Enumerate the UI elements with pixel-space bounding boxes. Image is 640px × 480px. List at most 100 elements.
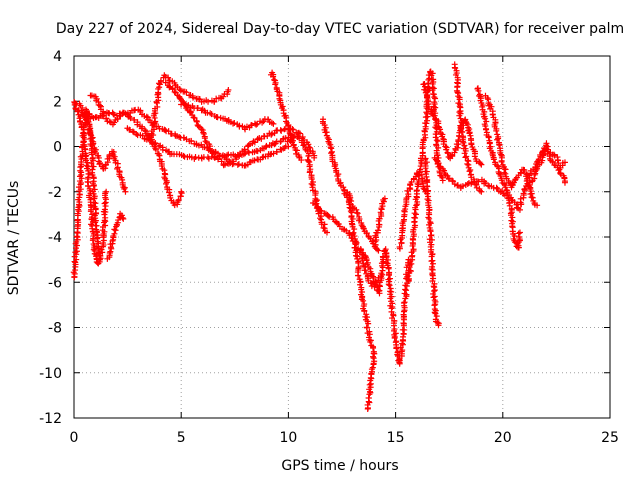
data-point (220, 162, 227, 169)
data-point (561, 159, 568, 166)
data-point (152, 146, 159, 153)
data-point (432, 134, 439, 141)
data-point (167, 194, 174, 201)
data-point (357, 281, 364, 288)
data-point (498, 151, 505, 158)
data-point (506, 191, 513, 198)
data-point (374, 227, 381, 234)
data-point (432, 95, 439, 102)
data-point (477, 160, 484, 167)
data-point (301, 141, 308, 148)
data-point (520, 190, 527, 197)
data-point (515, 230, 522, 237)
data-point (90, 163, 97, 170)
y-tick-label: -10 (39, 366, 62, 382)
data-point (426, 221, 433, 228)
data-point (483, 126, 490, 133)
data-point (482, 122, 489, 129)
data-point (433, 131, 440, 138)
x-tick-label: 0 (70, 430, 79, 446)
data-point (411, 210, 418, 217)
data-point (413, 202, 420, 209)
data-point (365, 320, 372, 327)
data-point (434, 138, 441, 145)
data-point (430, 112, 437, 119)
data-point (364, 324, 371, 331)
data-point (464, 160, 471, 167)
data-point (387, 295, 394, 302)
data-point (375, 247, 382, 254)
data-point (421, 83, 428, 90)
data-point (527, 191, 534, 198)
data-point (360, 225, 367, 232)
data-point (396, 244, 403, 251)
data-point (436, 163, 443, 170)
data-point (193, 118, 200, 125)
y-tick-label: 4 (53, 49, 62, 65)
data-point (401, 299, 408, 306)
data-point (180, 152, 187, 159)
data-point (508, 209, 515, 216)
y-tick-label: -4 (48, 230, 62, 246)
data-point (119, 214, 126, 221)
data-point (360, 297, 367, 304)
data-point (178, 188, 185, 195)
data-point (521, 167, 528, 174)
data-point (148, 138, 155, 145)
data-point (165, 74, 172, 81)
data-point (340, 184, 347, 191)
y-tick-label: -2 (48, 185, 62, 201)
data-point (298, 157, 305, 164)
data-point (89, 141, 96, 148)
data-point (87, 131, 94, 138)
data-point (101, 206, 108, 213)
x-tick-label: 15 (387, 430, 405, 446)
data-point (351, 226, 358, 233)
data-point (284, 126, 291, 133)
data-point (121, 185, 128, 192)
data-point (293, 147, 300, 154)
data-point (377, 209, 384, 216)
data-point (246, 149, 253, 156)
data-point (272, 81, 279, 88)
x-tick-label: 5 (177, 430, 186, 446)
data-point (77, 164, 84, 171)
data-point (386, 282, 393, 289)
data-point (429, 260, 436, 267)
chart-title: Day 227 of 2024, Sidereal Day-to-day VTE… (56, 21, 624, 37)
data-point (254, 148, 261, 155)
data-point (145, 135, 152, 142)
data-point (502, 184, 509, 191)
data-point (365, 398, 372, 405)
data-point (268, 131, 275, 138)
data-point (370, 344, 377, 351)
data-point (202, 138, 209, 145)
data-point (399, 326, 406, 333)
data-point (143, 113, 150, 120)
data-point (308, 180, 315, 187)
data-point (501, 169, 508, 176)
data-point (323, 229, 330, 236)
data-point (498, 158, 505, 165)
data-points (70, 61, 568, 412)
data-point (141, 127, 148, 134)
data-point (235, 161, 242, 168)
data-point (184, 103, 191, 110)
data-point (430, 294, 437, 301)
data-point (420, 185, 427, 192)
data-point (205, 98, 212, 105)
data-point (157, 77, 164, 84)
data-point (129, 128, 136, 135)
data-point (254, 120, 261, 127)
data-point (540, 151, 547, 158)
data-point (122, 188, 129, 195)
data-point (381, 195, 388, 202)
data-point (74, 108, 81, 115)
data-point (433, 137, 440, 144)
data-point (99, 249, 106, 256)
data-point (551, 152, 558, 159)
data-point (285, 143, 292, 150)
data-point (241, 146, 248, 153)
data-point (471, 153, 478, 160)
data-point (352, 252, 359, 259)
